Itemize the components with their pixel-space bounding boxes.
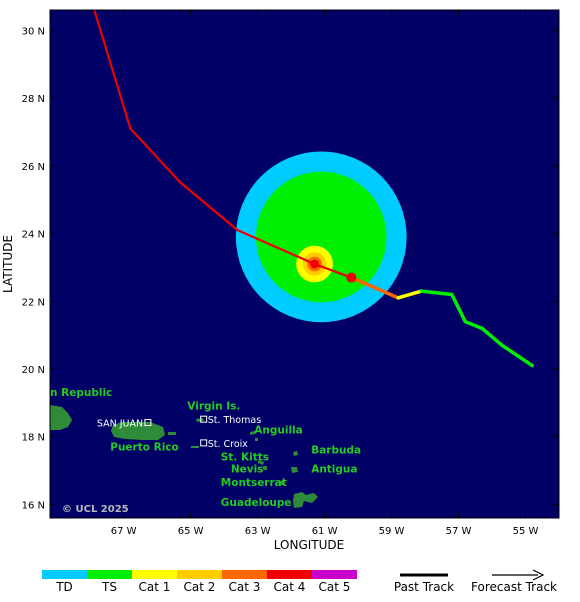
copyright-notice: © UCL 2025: [62, 504, 129, 515]
land-layer: [50, 405, 318, 508]
track-layer: [93, 10, 534, 368]
lat-tick-label: 28 N: [22, 94, 45, 105]
plot-frame: [49, 9, 560, 519]
lon-tick-label: 65 W: [178, 526, 204, 537]
city-marker-icon: [200, 415, 208, 423]
lat-tick-label: 26 N: [22, 162, 45, 173]
lon-tick-label: 57 W: [446, 526, 472, 537]
track-legend: Past Track Forecast Track: [394, 569, 557, 594]
place-labels: n Republic Virgin Is. St. Thomas SAN JUAN An…: [50, 387, 361, 509]
place-label: Montserrat: [221, 477, 287, 489]
forecast-arrow-icon: [532, 569, 545, 581]
legend-label: Cat 2: [184, 580, 216, 594]
plot-area: n Republic Virgin Is. St. Thomas SAN JUAN An…: [50, 10, 534, 515]
forecast-track-segment: [480, 326, 504, 348]
lat-tick-label: 16 N: [22, 500, 45, 511]
lat-tick-label: 20 N: [22, 365, 45, 376]
island-anguilla: [250, 431, 255, 435]
forecast-track-label: Forecast Track: [471, 580, 557, 594]
forecast-track-segment: [450, 292, 467, 324]
place-label: Barbuda: [311, 445, 361, 457]
lon-tick-label: 55 W: [513, 526, 539, 537]
forecast-track-segment: [463, 319, 484, 331]
lon-tick-label: 63 W: [245, 526, 271, 537]
forecast-track-segment: [349, 275, 401, 300]
x-axis-title: LONGITUDE: [274, 538, 344, 552]
place-label: Anguilla: [254, 424, 302, 436]
longitude-ticks: 67 W 65 W 63 W 61 W 59 W 57 W 55 W: [111, 10, 539, 537]
forecast-track-segment: [396, 289, 424, 300]
lat-tick-label: 22 N: [22, 297, 45, 308]
legend-label: Cat 1: [139, 580, 171, 594]
place-label: St. Croix: [208, 439, 249, 450]
legend-label: Cat 3: [229, 580, 261, 594]
lon-tick-label: 61 W: [312, 526, 338, 537]
city-marker-icon: [200, 439, 208, 447]
wind-field-layer: [235, 151, 407, 323]
category-legend: TD TS Cat 1 Cat 2 Cat 3 Cat 4 Cat 5: [42, 570, 357, 594]
lon-tick-label: 59 W: [379, 526, 405, 537]
island-nevis: [263, 466, 267, 470]
past-track-segment: [179, 181, 239, 232]
legend-swatch: [87, 570, 132, 579]
forecast-track-segment: [500, 343, 534, 368]
puerto-rico-landmass: [111, 422, 165, 440]
place-label: St. Thomas: [208, 415, 262, 426]
y-axis-title: LATITUDE: [1, 235, 15, 293]
island-st-croix: [191, 446, 199, 448]
legend-swatch: [312, 570, 357, 579]
island-st-barts: [255, 438, 258, 441]
past-track-label: Past Track: [394, 580, 454, 594]
storm-current-position-marker: [346, 272, 357, 283]
place-label: Antigua: [311, 463, 357, 475]
place-label: SAN JUAN: [97, 419, 143, 430]
latitude-ticks: 30 N 28 N 26 N 24 N 22 N 20 N 18 N 16 N: [22, 26, 559, 511]
place-label: Guadeloupe: [221, 497, 292, 509]
lat-tick-label: 18 N: [22, 433, 45, 444]
wind-field-ts: [255, 171, 387, 303]
lat-tick-label: 24 N: [22, 230, 45, 241]
place-label: n Republic: [50, 387, 112, 399]
legend-swatch: [42, 570, 87, 579]
island-st-thomas: [196, 418, 204, 422]
legend-swatch: [267, 570, 312, 579]
lon-tick-label: 67 W: [111, 526, 137, 537]
legend-swatch: [177, 570, 222, 579]
place-label: Nevis: [231, 463, 264, 475]
legend-label: TD: [55, 580, 73, 594]
island-montserrat: [280, 481, 283, 485]
city-marker-icon: [144, 419, 152, 427]
past-track-segment: [313, 262, 353, 279]
island-st-kitts: [258, 460, 264, 465]
past-track-segment: [236, 229, 316, 266]
island-vieques: [168, 432, 176, 435]
place-label: Virgin Is.: [187, 401, 240, 413]
past-track-segment: [93, 10, 132, 130]
island-antigua: [291, 467, 298, 473]
island-barbuda: [293, 451, 298, 456]
legend-label: TS: [101, 580, 117, 594]
legend-label: Cat 5: [319, 580, 351, 594]
hispaniola-landmass: [50, 405, 72, 430]
past-track-segment: [129, 127, 182, 184]
place-label: Puerto Rico: [110, 441, 178, 453]
legend-swatch: [132, 570, 177, 579]
lat-tick-label: 30 N: [22, 26, 45, 37]
forecast-track-segment: [419, 289, 454, 297]
island-guadeloupe: [293, 492, 318, 508]
legend-swatch: [222, 570, 267, 579]
legend-label: Cat 4: [274, 580, 306, 594]
place-label: St. Kitts: [221, 451, 269, 463]
